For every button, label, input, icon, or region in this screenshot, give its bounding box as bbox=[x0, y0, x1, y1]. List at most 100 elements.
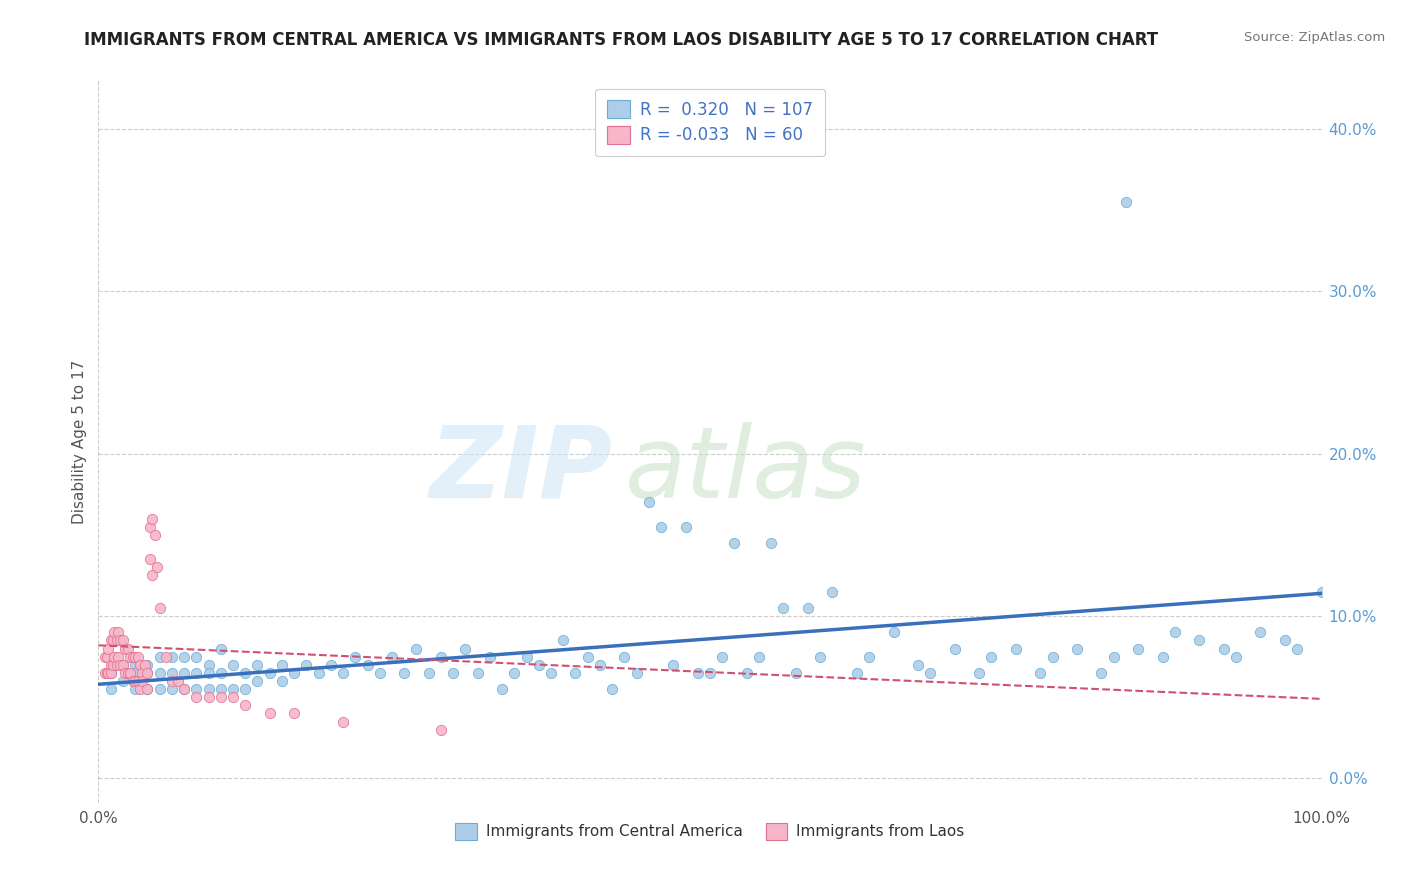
Point bbox=[441, 665, 464, 680]
Point bbox=[107, 649, 129, 664]
Point bbox=[197, 682, 219, 697]
Point bbox=[515, 649, 537, 664]
Point bbox=[233, 698, 256, 713]
Point bbox=[772, 601, 794, 615]
Point bbox=[270, 657, 294, 672]
Point bbox=[270, 673, 294, 688]
Point bbox=[103, 625, 125, 640]
Point bbox=[197, 665, 219, 680]
Point bbox=[650, 520, 672, 534]
Point bbox=[967, 665, 990, 680]
Point bbox=[124, 673, 146, 688]
Point bbox=[97, 641, 120, 656]
Point bbox=[797, 601, 820, 615]
Point bbox=[1152, 649, 1174, 664]
Point bbox=[120, 649, 142, 664]
Point bbox=[160, 673, 183, 688]
Point bbox=[1042, 649, 1064, 664]
Point bbox=[209, 665, 232, 680]
Point bbox=[141, 511, 163, 525]
Point bbox=[356, 657, 378, 672]
Point bbox=[785, 665, 807, 680]
Point bbox=[110, 633, 132, 648]
Point bbox=[600, 682, 623, 697]
Point bbox=[141, 568, 163, 582]
Point bbox=[920, 665, 942, 680]
Point bbox=[146, 560, 169, 574]
Point bbox=[173, 682, 195, 697]
Point bbox=[723, 536, 745, 550]
Point bbox=[308, 665, 330, 680]
Point bbox=[392, 665, 416, 680]
Point bbox=[127, 649, 149, 664]
Point bbox=[1212, 641, 1234, 656]
Point bbox=[100, 665, 122, 680]
Point bbox=[332, 714, 354, 729]
Point bbox=[136, 682, 159, 697]
Point bbox=[105, 657, 128, 672]
Point bbox=[478, 649, 501, 664]
Point bbox=[319, 657, 342, 672]
Point bbox=[1310, 584, 1333, 599]
Point bbox=[93, 649, 115, 664]
Point bbox=[246, 673, 269, 688]
Point bbox=[111, 633, 134, 648]
Point bbox=[233, 682, 256, 697]
Point bbox=[136, 682, 159, 697]
Point bbox=[233, 665, 256, 680]
Point bbox=[129, 657, 152, 672]
Point bbox=[124, 657, 146, 672]
Point bbox=[503, 665, 526, 680]
Point bbox=[167, 673, 190, 688]
Point bbox=[209, 682, 232, 697]
Point bbox=[100, 682, 122, 697]
Point bbox=[93, 665, 115, 680]
Point bbox=[110, 657, 132, 672]
Point bbox=[139, 520, 162, 534]
Point bbox=[675, 520, 697, 534]
Point bbox=[107, 625, 129, 640]
Point bbox=[259, 706, 281, 721]
Point bbox=[454, 641, 477, 656]
Point bbox=[467, 665, 489, 680]
Point bbox=[160, 682, 183, 697]
Point bbox=[96, 649, 118, 664]
Point bbox=[197, 690, 219, 705]
Point bbox=[1066, 641, 1088, 656]
Point bbox=[124, 649, 146, 664]
Point bbox=[1249, 625, 1271, 640]
Point bbox=[149, 601, 172, 615]
Point bbox=[127, 673, 149, 688]
Point bbox=[246, 657, 269, 672]
Point bbox=[121, 649, 143, 664]
Text: Source: ZipAtlas.com: Source: ZipAtlas.com bbox=[1244, 31, 1385, 45]
Point bbox=[283, 665, 305, 680]
Point bbox=[1115, 195, 1137, 210]
Point bbox=[139, 552, 162, 566]
Point bbox=[405, 641, 427, 656]
Text: atlas: atlas bbox=[624, 422, 866, 519]
Point bbox=[907, 657, 929, 672]
Point bbox=[1128, 641, 1150, 656]
Point bbox=[100, 633, 122, 648]
Point bbox=[430, 649, 453, 664]
Point bbox=[699, 665, 721, 680]
Point bbox=[735, 665, 758, 680]
Point bbox=[418, 665, 440, 680]
Point bbox=[149, 682, 172, 697]
Point bbox=[101, 657, 124, 672]
Point bbox=[637, 495, 661, 509]
Point bbox=[173, 649, 195, 664]
Point bbox=[209, 641, 232, 656]
Legend: Immigrants from Central America, Immigrants from Laos: Immigrants from Central America, Immigra… bbox=[450, 817, 970, 846]
Point bbox=[186, 690, 208, 705]
Point bbox=[662, 657, 685, 672]
Point bbox=[1164, 625, 1187, 640]
Point bbox=[186, 682, 208, 697]
Point bbox=[589, 657, 612, 672]
Point bbox=[527, 657, 550, 672]
Point bbox=[491, 682, 513, 697]
Point bbox=[1029, 665, 1052, 680]
Point bbox=[626, 665, 648, 680]
Point bbox=[808, 649, 831, 664]
